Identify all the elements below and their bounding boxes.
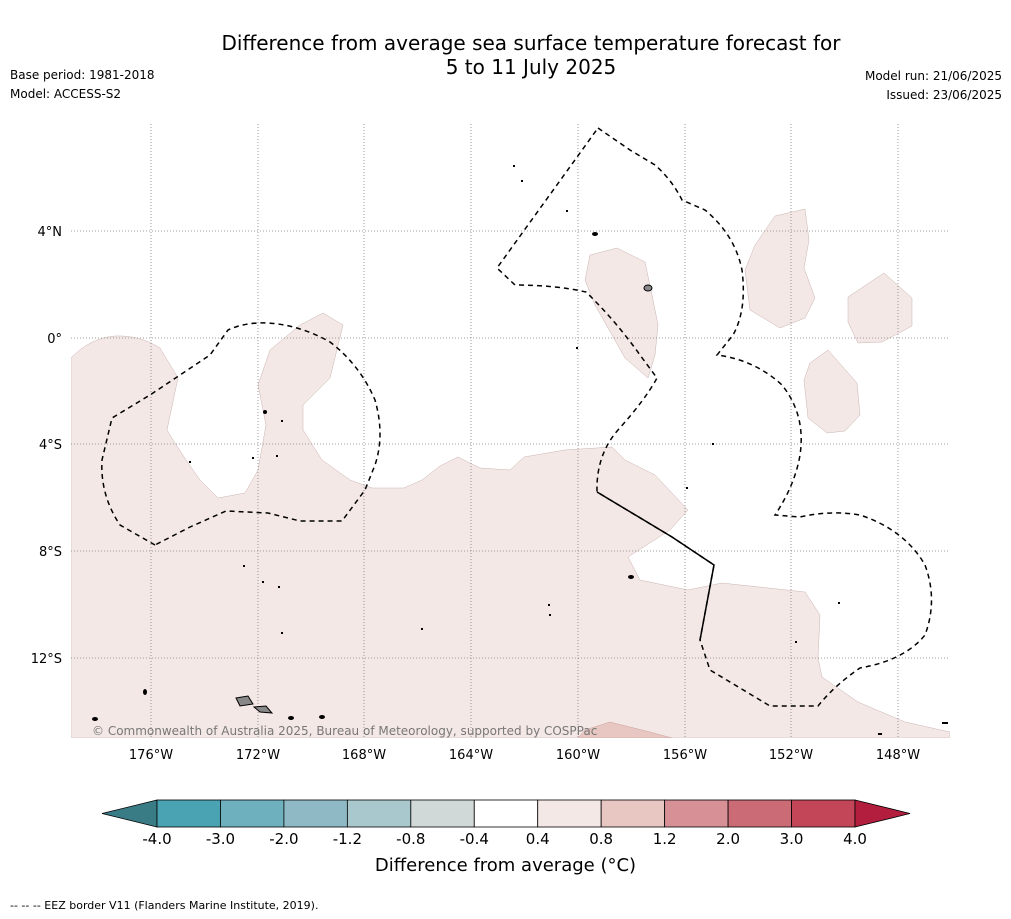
lat-tick-labels: 4°N 0° 4°S 8°S 12°S <box>31 225 62 667</box>
lon-tick-label: 152°W <box>769 748 813 763</box>
lat-tick-label: 8°S <box>39 545 62 560</box>
eez-borders <box>101 126 933 707</box>
colorbar-tick-label: 0.8 <box>589 830 613 848</box>
lat-tick-label: 4°N <box>38 225 63 240</box>
meta-left: Base period: 1981-2018 Model: ACCESS-S2 <box>10 66 155 104</box>
lon-tick-label: 160°W <box>556 748 600 763</box>
lon-tick-label: 164°W <box>449 748 493 763</box>
map-title: Difference from average sea surface temp… <box>0 31 1011 79</box>
colorbar-segment <box>600 799 666 828</box>
colorbar-tick-label: -0.4 <box>460 830 489 848</box>
anomaly-blob-1 <box>584 247 659 379</box>
lon-tick-labels: 176°W 172°W 168°W 164°W 160°W 156°W 152°… <box>129 748 920 763</box>
gridlines <box>71 124 950 738</box>
colorbar-segment <box>346 799 412 828</box>
colorbar-tick-label: -0.8 <box>396 830 425 848</box>
lon-tick-label: 176°W <box>129 748 173 763</box>
eez-border-central <box>496 126 933 707</box>
colorbar-tick-label: -2.0 <box>269 830 298 848</box>
colorbar: -4.0 -3.0 -2.0 -1.2 -0.8 -0.4 0.4 0.8 1.2 2.0 3.0 4… <box>101 799 911 848</box>
colorbar-tick-label: -1.2 <box>333 830 362 848</box>
eez-solid-segment <box>596 491 715 641</box>
colorbar-segment <box>473 799 539 828</box>
lat-tick-label: 4°S <box>39 438 62 453</box>
base-period: Base period: 1981-2018 <box>10 68 155 82</box>
colorbar-segment <box>156 799 221 828</box>
colorbar-title: Difference from average (°C) <box>374 855 637 876</box>
eez-border-west <box>101 322 381 546</box>
anomaly-blob-2 <box>744 208 816 329</box>
colorbar-tick-label: -4.0 <box>142 830 171 848</box>
colorbar-extend-low <box>101 799 158 828</box>
title-line-2: 5 to 11 July 2025 <box>445 55 617 79</box>
eez-legend-footer: -- -- -- EEZ border V11 (Flanders Marine… <box>10 899 319 912</box>
colorbar-segment <box>283 799 348 828</box>
colorbar-segment <box>727 799 792 828</box>
lat-tick-label: 12°S <box>31 652 62 667</box>
lon-tick-label: 148°W <box>876 748 920 763</box>
colorbar-segment <box>220 799 285 828</box>
lon-tick-label: 168°W <box>342 748 386 763</box>
anomaly-blob-3 <box>847 272 913 344</box>
colorbar-tick-label: 3.0 <box>780 830 804 848</box>
colorbar-tick-label: -3.0 <box>206 830 235 848</box>
meta-right: Model run: 21/06/2025 Issued: 23/06/2025 <box>865 67 1002 105</box>
colorbar-tick-label: 1.2 <box>653 830 677 848</box>
lon-tick-label: 156°W <box>663 748 707 763</box>
anomaly-blob-4 <box>803 349 861 434</box>
map-area <box>71 124 950 738</box>
islands <box>92 165 948 735</box>
anomaly-patch-strong <box>577 721 673 738</box>
colorbar-extend-high <box>854 799 911 828</box>
colorbar-tick-label: 2.0 <box>716 830 740 848</box>
lat-tick-label: 0° <box>47 332 62 347</box>
colorbar-segment <box>410 799 475 828</box>
colorbar-segment <box>537 799 602 828</box>
lon-tick-label: 172°W <box>236 748 280 763</box>
colorbar-segment <box>664 799 729 828</box>
credit-text: © Commonwealth of Australia 2025, Bureau… <box>92 724 598 738</box>
colorbar-segment <box>791 799 856 828</box>
model-name: Model: ACCESS-S2 <box>10 87 122 101</box>
model-run: Model run: 21/06/2025 <box>864 69 1002 83</box>
colorbar-tick-label: 0.4 <box>526 830 550 848</box>
colorbar-tick-label: 4.0 <box>843 830 867 848</box>
title-line-1: Difference from average sea surface temp… <box>221 31 841 55</box>
issued-date: Issued: 23/06/2025 <box>886 88 1002 102</box>
